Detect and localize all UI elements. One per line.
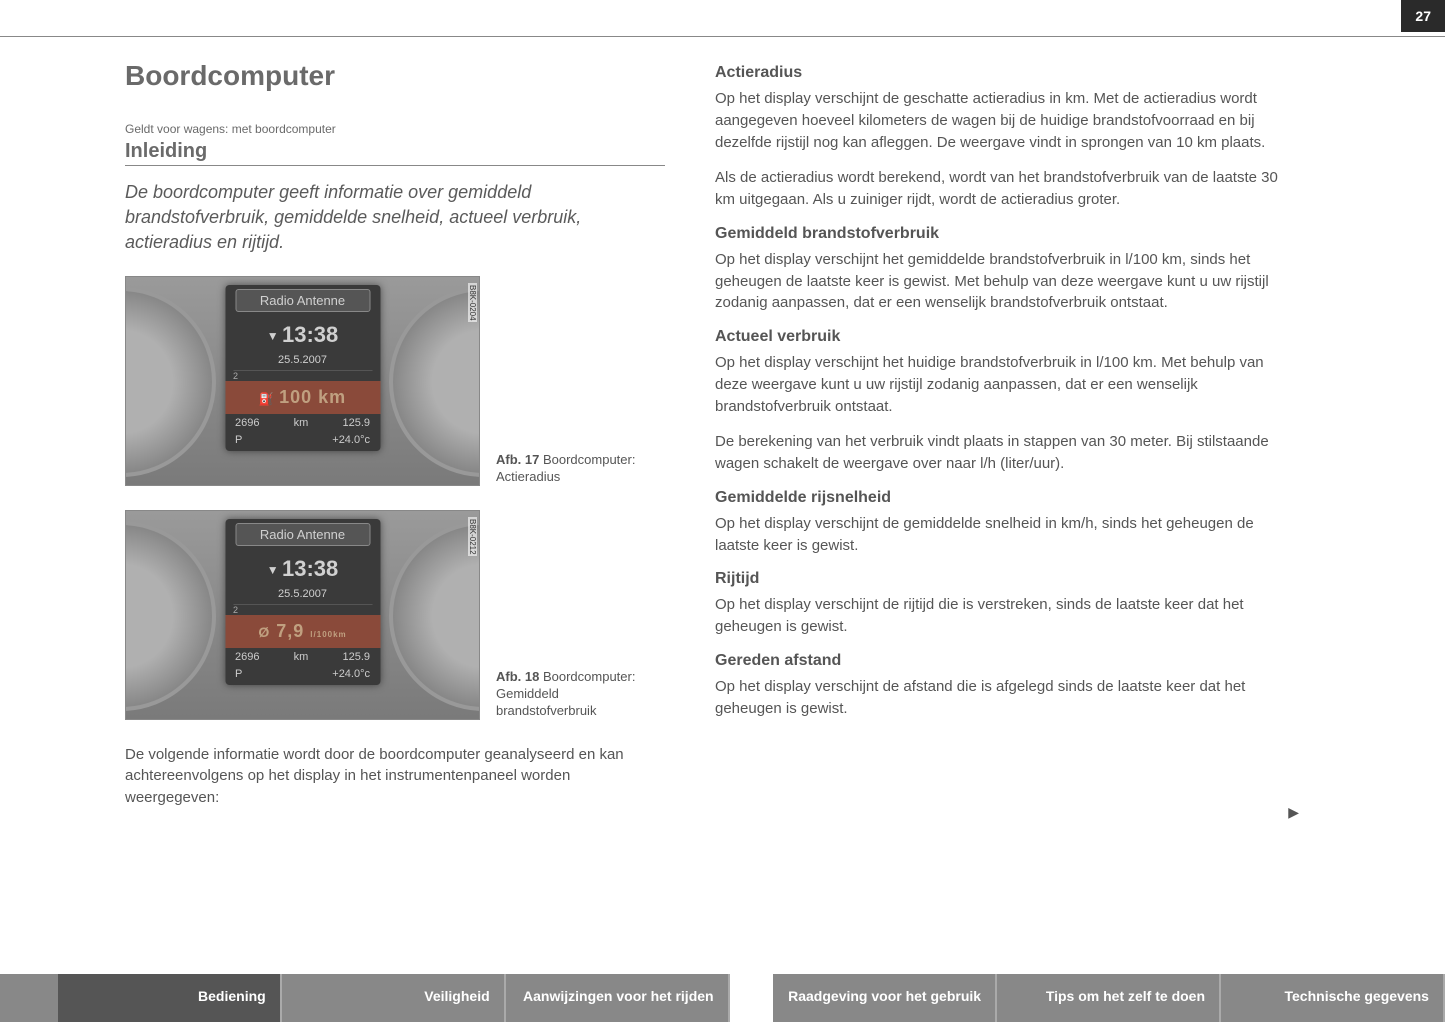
intro-text: De boordcomputer geeft informatie over g… xyxy=(125,180,665,256)
section-heading: Inleiding xyxy=(125,140,665,166)
trip: 125.9 xyxy=(342,651,370,663)
body-paragraph: Op het display verschijnt de afstand die… xyxy=(715,676,1295,720)
page-content: Boordcomputer Geldt voor wagens: met boo… xyxy=(125,60,1385,823)
mode-indicator: 2 xyxy=(225,605,380,615)
figure-1: B8K-0204 Radio Antenne ▼ 13:38 25.5.2007… xyxy=(125,276,665,486)
page-number: 27 xyxy=(1401,0,1445,32)
odometer: 2696 xyxy=(235,417,259,429)
display-date: 25.5.2007 xyxy=(233,585,372,605)
gear: P xyxy=(235,668,242,680)
right-column: Actieradius Op het display verschijnt de … xyxy=(715,60,1295,823)
gauge-left xyxy=(125,521,216,711)
time-value: 13:38 xyxy=(282,322,338,347)
caption-label: Afb. 18 xyxy=(496,669,539,684)
mode-indicator: 2 xyxy=(225,371,380,381)
figure-2-caption: Afb. 18 Boordcomputer: Gemiddeld brandst… xyxy=(496,669,636,720)
continue-arrow-icon: ▶ xyxy=(1288,804,1299,821)
temp: +24.0°c xyxy=(332,434,370,446)
display-footer-2: P +24.0°c xyxy=(225,666,380,685)
display-footer-1: 2696 km 125.9 xyxy=(225,648,380,666)
body-paragraph: De berekening van het verbruik vindt pla… xyxy=(715,431,1295,475)
center-display-1: Radio Antenne ▼ 13:38 25.5.2007 2 ⛽ 100 … xyxy=(225,285,380,451)
caption-label: Afb. 17 xyxy=(496,452,539,467)
trip: 125.9 xyxy=(342,417,370,429)
subsection-heading: Gereden afstand xyxy=(715,652,1295,670)
nav-tab[interactable]: Bediening xyxy=(58,974,282,1022)
body-paragraph: Op het display verschijnt de rijtijd die… xyxy=(715,594,1295,638)
figure-1-caption: Afb. 17 Boordcomputer: Actieradius xyxy=(496,452,636,486)
tab-gap xyxy=(730,974,774,1022)
gauge-left xyxy=(125,287,216,477)
display-highlight: ⛽ 100 km xyxy=(225,381,380,414)
subsection-heading: Actieradius xyxy=(715,64,1295,82)
body-paragraph: Op het display verschijnt het huidige br… xyxy=(715,352,1295,417)
gauge-right xyxy=(389,521,480,711)
body-paragraph: Op het display verschijnt het gemiddelde… xyxy=(715,249,1295,314)
top-rule xyxy=(0,36,1445,37)
figure-2: B8K-0212 Radio Antenne ▼ 13:38 25.5.2007… xyxy=(125,510,665,720)
applies-to-note: Geldt voor wagens: met boordcomputer xyxy=(125,122,665,136)
body-paragraph: Op het display verschijnt de geschatte a… xyxy=(715,88,1295,153)
nav-tab[interactable]: Aanwijzingen voor het rijden xyxy=(506,974,730,1022)
display-date: 25.5.2007 xyxy=(233,351,372,371)
nav-tab[interactable]: Raadgeving voor het gebruik xyxy=(773,974,997,1022)
tab-spacer xyxy=(0,974,58,1022)
gear: P xyxy=(235,434,242,446)
figure-code: B8K-0204 xyxy=(468,283,477,323)
display-footer-1: 2696 km 125.9 xyxy=(225,414,380,432)
left-body-text: De volgende informatie wordt door de boo… xyxy=(125,744,665,809)
display-header: Radio Antenne xyxy=(235,289,370,312)
highlight-value: 100 km xyxy=(279,387,346,407)
temp: +24.0°c xyxy=(332,668,370,680)
subsection-heading: Gemiddelde rijsnelheid xyxy=(715,489,1295,507)
display-time: ▼ 13:38 xyxy=(225,550,380,585)
dashboard-image-2: B8K-0212 Radio Antenne ▼ 13:38 25.5.2007… xyxy=(125,510,480,720)
highlight-unit: l/100km xyxy=(310,630,346,639)
figure-code: B8K-0212 xyxy=(468,517,477,557)
display-time: ▼ 13:38 xyxy=(225,316,380,351)
body-paragraph: Als de actieradius wordt berekend, wordt… xyxy=(715,167,1295,211)
subsection-heading: Rijtijd xyxy=(715,570,1295,588)
display-header: Radio Antenne xyxy=(235,523,370,546)
bottom-nav-tabs: BedieningVeiligheidAanwijzingen voor het… xyxy=(0,974,1445,1022)
dashboard-image-1: B8K-0204 Radio Antenne ▼ 13:38 25.5.2007… xyxy=(125,276,480,486)
display-highlight: Ø 7,9 l/100km xyxy=(225,615,380,648)
center-display-2: Radio Antenne ▼ 13:38 25.5.2007 2 Ø 7,9 … xyxy=(225,519,380,685)
display-footer-2: P +24.0°c xyxy=(225,432,380,451)
nav-tab[interactable]: Tips om het zelf te doen xyxy=(997,974,1221,1022)
highlight-symbol: Ø xyxy=(258,624,270,640)
odometer-unit: km xyxy=(294,651,309,663)
subsection-heading: Gemiddeld brandstofverbruik xyxy=(715,225,1295,243)
left-column: Boordcomputer Geldt voor wagens: met boo… xyxy=(125,60,665,823)
odometer: 2696 xyxy=(235,651,259,663)
nav-tab[interactable]: Technische gegevens xyxy=(1221,974,1445,1022)
time-value: 13:38 xyxy=(282,556,338,581)
highlight-value: 7,9 xyxy=(276,621,304,641)
subsection-heading: Actueel verbruik xyxy=(715,328,1295,346)
page-title: Boordcomputer xyxy=(125,60,665,92)
nav-tab[interactable]: Veiligheid xyxy=(282,974,506,1022)
odometer-unit: km xyxy=(294,417,309,429)
body-paragraph: Op het display verschijnt de gemiddelde … xyxy=(715,513,1295,557)
gauge-right xyxy=(389,287,480,477)
